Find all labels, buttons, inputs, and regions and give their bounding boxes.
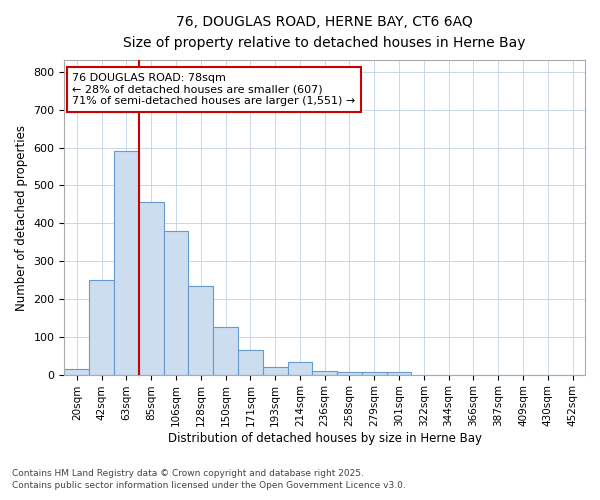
Bar bbox=[386, 372, 412, 374]
Bar bbox=[213, 328, 238, 374]
Bar bbox=[64, 369, 89, 374]
Bar bbox=[337, 372, 362, 374]
Bar bbox=[362, 372, 386, 374]
Bar bbox=[139, 202, 164, 374]
Y-axis label: Number of detached properties: Number of detached properties bbox=[15, 124, 28, 310]
Bar bbox=[188, 286, 213, 374]
X-axis label: Distribution of detached houses by size in Herne Bay: Distribution of detached houses by size … bbox=[168, 432, 482, 445]
Bar bbox=[263, 367, 287, 374]
Bar bbox=[164, 231, 188, 374]
Bar bbox=[89, 280, 114, 374]
Bar bbox=[313, 371, 337, 374]
Title: 76, DOUGLAS ROAD, HERNE BAY, CT6 6AQ
Size of property relative to detached house: 76, DOUGLAS ROAD, HERNE BAY, CT6 6AQ Siz… bbox=[124, 15, 526, 50]
Text: 76 DOUGLAS ROAD: 78sqm
← 28% of detached houses are smaller (607)
71% of semi-de: 76 DOUGLAS ROAD: 78sqm ← 28% of detached… bbox=[72, 73, 355, 106]
Bar bbox=[238, 350, 263, 374]
Text: Contains HM Land Registry data © Crown copyright and database right 2025.
Contai: Contains HM Land Registry data © Crown c… bbox=[12, 468, 406, 490]
Bar bbox=[114, 152, 139, 374]
Bar bbox=[287, 362, 313, 374]
